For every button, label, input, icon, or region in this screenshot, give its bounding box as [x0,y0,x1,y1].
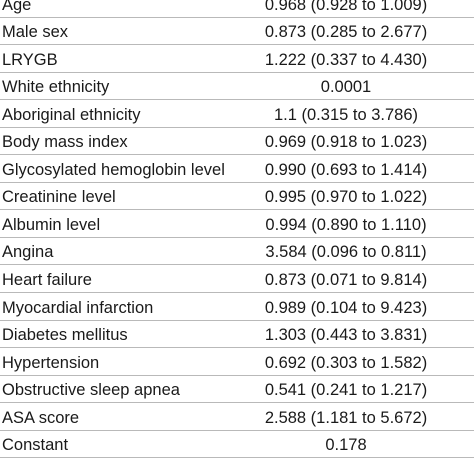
row-value: 0.968 (0.928 to 1.009) [264,0,428,14]
results-table: Age 0.968 (0.928 to 1.009) Male sex 0.87… [0,0,474,459]
table-row: Diabetes mellitus 1.303 (0.443 to 3.831) [0,321,474,349]
table-row: Heart failure 0.873 (0.071 to 9.814) [0,265,474,294]
table-row: Creatinine level 0.995 (0.970 to 1.022) [0,183,474,211]
row-label: Constant [2,436,69,455]
table-row: Angina 3.584 (0.096 to 0.811) [0,238,474,266]
table-row: Albumin level 0.994 (0.890 to 1.110) [0,210,474,238]
table-row: Glycosylated hemoglobin level 0.990 (0.6… [0,155,474,183]
row-value: 0.969 (0.918 to 1.023) [264,133,428,152]
row-value: 0.873 (0.285 to 2.677) [264,23,428,42]
row-value: 0.994 (0.890 to 1.110) [265,215,427,234]
table-row: ASA score 2.588 (1.181 to 5.672) [0,403,474,431]
row-value: 0.178 [325,436,367,455]
row-label: Glycosylated hemoglobin level [2,160,225,179]
row-value: 1.222 (0.337 to 4.430) [264,50,428,69]
table-row: Hypertension 0.692 (0.303 to 1.582) [0,348,474,376]
row-value: 0.995 (0.970 to 1.022) [264,188,428,207]
row-label: LRYGB [2,50,58,69]
row-label: Myocardial infarction [2,298,154,317]
row-value: 1.1 (0.315 to 3.786) [273,105,419,124]
row-label: Diabetes mellitus [2,326,128,345]
row-label: Obstructive sleep apnea [2,381,180,400]
row-label: White ethnicity [2,78,110,97]
row-label: Age [2,0,32,14]
row-value: 0.0001 [320,78,372,97]
table-row: Constant 0.178 [0,431,474,459]
row-value: 2.588 (1.181 to 5.672) [264,408,428,427]
table-row: Male sex 0.873 (0.285 to 2.677) [0,18,474,46]
row-label: Angina [2,243,54,262]
row-label: Heart failure [2,271,92,290]
row-label: Creatinine level [2,188,116,207]
row-value: 0.989 (0.104 to 9.423) [264,298,428,317]
row-label: Hypertension [2,353,100,372]
table-row: LRYGB 1.222 (0.337 to 4.430) [0,45,474,73]
row-label: Body mass index [2,133,128,152]
row-label: ASA score [2,408,80,427]
table-row: Aboriginal ethnicity 1.1 (0.315 to 3.786… [0,100,474,128]
table-row: Obstructive sleep apnea 0.541 (0.241 to … [0,376,474,404]
row-label: Aboriginal ethnicity [2,105,141,124]
table-row: Myocardial infarction 0.989 (0.104 to 9.… [0,293,474,321]
row-value: 0.541 (0.241 to 1.217) [264,381,428,400]
table-row: Age 0.968 (0.928 to 1.009) [0,0,474,18]
row-value: 3.584 (0.096 to 0.811) [265,243,427,262]
row-value: 1.303 (0.443 to 3.831) [264,326,428,345]
row-value: 0.873 (0.071 to 9.814) [264,271,428,290]
row-value: 0.990 (0.693 to 1.414) [264,160,428,179]
row-value: 0.692 (0.303 to 1.582) [264,353,428,372]
row-label: Albumin level [2,215,101,234]
table-row: Body mass index 0.969 (0.918 to 1.023) [0,128,474,156]
row-label: Male sex [2,23,69,42]
table-row: White ethnicity 0.0001 [0,73,474,101]
